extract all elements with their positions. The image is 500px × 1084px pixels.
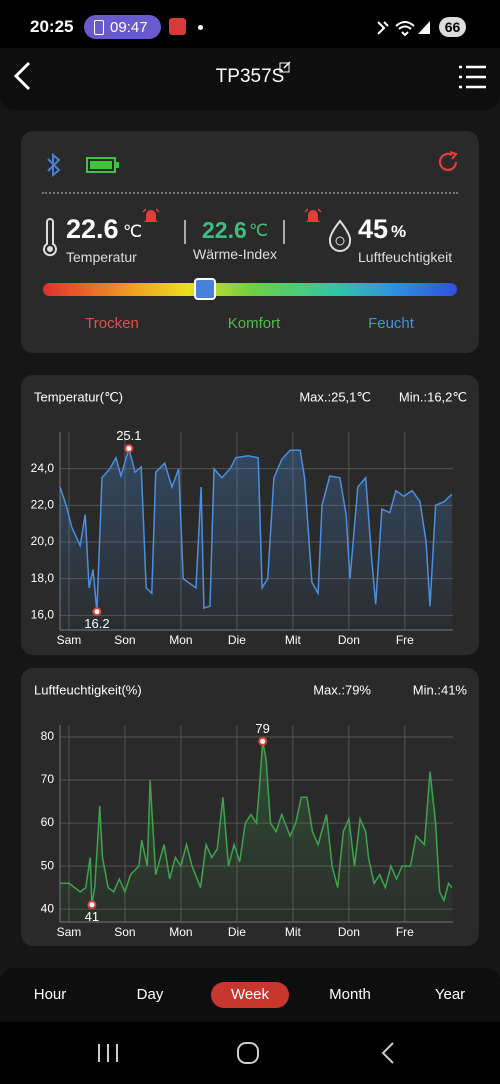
status-bar: [0, 0, 500, 48]
area: [60, 448, 452, 630]
app-header: [0, 48, 500, 110]
y-tick-label: 40: [41, 901, 55, 915]
x-tick-label: Die: [228, 633, 246, 647]
y-tick-label: 60: [41, 815, 55, 829]
alarm-icon: [142, 208, 160, 222]
chart-title: Luftfeuchtigkeit(%): [34, 682, 142, 697]
scale-label: Feucht: [368, 315, 414, 332]
area: [60, 741, 452, 922]
line: [60, 741, 453, 905]
heat-index-value: 22.6: [202, 217, 247, 243]
temperature-value: 22.6: [66, 214, 119, 244]
scale-label: Komfort: [227, 315, 281, 332]
thermometer-icon: [43, 218, 57, 257]
x-tick-label: Fre: [396, 925, 414, 939]
extreme-marker: [124, 444, 134, 453]
x-tick-label: Mit: [285, 925, 302, 939]
tab[interactable]: Day: [136, 986, 164, 1003]
alarm-icon: [304, 208, 322, 222]
droplet-icon: [328, 219, 352, 252]
extreme-marker: [258, 736, 268, 746]
menu-button[interactable]: [458, 64, 488, 90]
extreme-label: 25.1: [116, 428, 141, 443]
x-tick-label: Son: [114, 925, 135, 939]
separator: [184, 220, 186, 244]
tab[interactable]: Year: [434, 986, 466, 1003]
status-icons: [377, 21, 430, 37]
y-tick-label: 20,0: [31, 534, 55, 548]
battery: 66: [439, 17, 466, 37]
y-tick-label: 16,0: [31, 608, 55, 622]
x-tick-label: Mon: [169, 925, 192, 939]
max-label: Max.:79%: [313, 682, 371, 697]
timer-pill: [84, 15, 161, 39]
comfort-bar: [43, 283, 457, 296]
humidity-value: 45: [358, 214, 389, 244]
x-tick-label: Fre: [396, 633, 414, 647]
scale-label: Trocken: [85, 315, 139, 332]
clock: 20:25: [30, 17, 74, 36]
divider: [42, 192, 458, 194]
extreme-label: 79: [255, 721, 269, 736]
extreme-label: 16.2: [84, 616, 109, 631]
min-label: Min.:16,2℃: [399, 389, 467, 404]
tab[interactable]: Week: [211, 982, 289, 1008]
x-tick-label: Die: [228, 925, 246, 939]
separator: [283, 220, 285, 244]
extreme-marker: [92, 607, 102, 617]
temperature-unit: ℃: [123, 222, 143, 241]
max-label: Max.:25,1℃: [299, 389, 371, 404]
heat-index-unit: ℃: [249, 221, 269, 240]
tab[interactable]: Month: [329, 986, 371, 1003]
heat-index-label: Wärme-Index: [192, 246, 278, 262]
line: [59, 445, 453, 612]
x-tick-label: Don: [338, 633, 360, 647]
comfort-thumb: [194, 278, 216, 300]
hourglass-icon: [94, 20, 104, 35]
y-tick-label: 24,0: [31, 461, 55, 475]
extreme-marker: [87, 900, 97, 910]
tab[interactable]: Hour: [33, 986, 67, 1003]
y-tick-label: 80: [41, 729, 55, 743]
dot: [198, 25, 203, 30]
bluetooth-icon: [47, 152, 61, 178]
temperature-chart: Temperatur(℃) Max.:25,1℃ Min.:16,2℃ 16,0 18,…: [31, 389, 467, 647]
x-tick-label: Son: [114, 633, 135, 647]
nav-bar: [0, 1022, 500, 1084]
x-tick-label: Mit: [285, 633, 302, 647]
app-icon: [169, 18, 186, 35]
edit-icon[interactable]: [279, 61, 291, 73]
nav-buttons[interactable]: [90, 1040, 410, 1066]
x-tick-label: Mon: [169, 633, 192, 647]
humidity-label: Luftfeuchtigkeit: [358, 249, 453, 265]
x-tick-label: Sam: [57, 633, 82, 647]
extreme-label: 41: [85, 909, 99, 924]
y-tick-label: 50: [41, 858, 55, 872]
y-tick-label: 22,0: [31, 498, 55, 512]
x-tick-label: Sam: [57, 925, 82, 939]
back-button[interactable]: [10, 60, 34, 92]
humidity-chart: Luftfeuchtigkeit(%) Max.:79% Min.:41% 40 50 6…: [34, 682, 468, 939]
timer: 09:47: [110, 19, 148, 36]
min-label: Min.:41%: [413, 682, 468, 697]
y-tick-label: 70: [41, 772, 55, 786]
refresh-button[interactable]: [437, 150, 461, 174]
y-tick-label: 18,0: [31, 571, 55, 585]
humidity-unit: %: [391, 222, 407, 241]
battery-icon: [86, 157, 119, 173]
chart-title: Temperatur(℃): [34, 389, 123, 404]
device-title[interactable]: TP357S: [215, 66, 285, 87]
temperature-label: Temperatur: [66, 249, 137, 265]
x-tick-label: Don: [338, 925, 360, 939]
